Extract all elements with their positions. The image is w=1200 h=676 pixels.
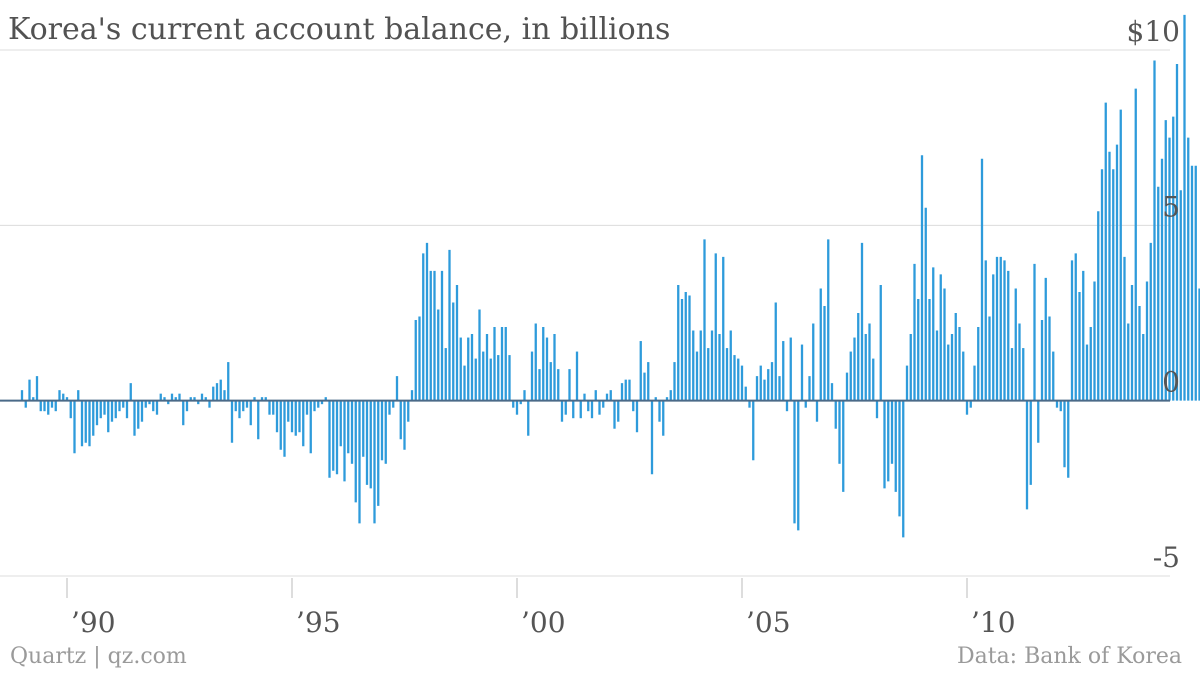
x-tick-label: ’90	[71, 606, 116, 639]
source-credit: Quartz | qz.com	[10, 644, 187, 669]
x-tick-label: ’95	[296, 606, 341, 639]
x-tick-label: ’10	[971, 606, 1016, 639]
y-tick-label: $10	[1127, 15, 1180, 48]
gridlines	[0, 49, 1170, 577]
x-tick-label: ’00	[521, 606, 566, 639]
y-tick-label: 5	[1162, 190, 1180, 223]
y-axis-labels: $10 5 0 -5	[1127, 15, 1180, 574]
y-tick-label: -5	[1153, 541, 1180, 574]
x-axis-labels: ’90 ’95 ’00 ’05 ’10	[66, 578, 1016, 639]
data-source: Data: Bank of Korea	[956, 644, 1182, 669]
x-tick-label: ’05	[746, 606, 791, 639]
bar-series	[20, 14, 1200, 538]
chart-title: Korea's current account balance, in bill…	[8, 12, 671, 47]
y-tick-label: 0	[1162, 366, 1180, 399]
